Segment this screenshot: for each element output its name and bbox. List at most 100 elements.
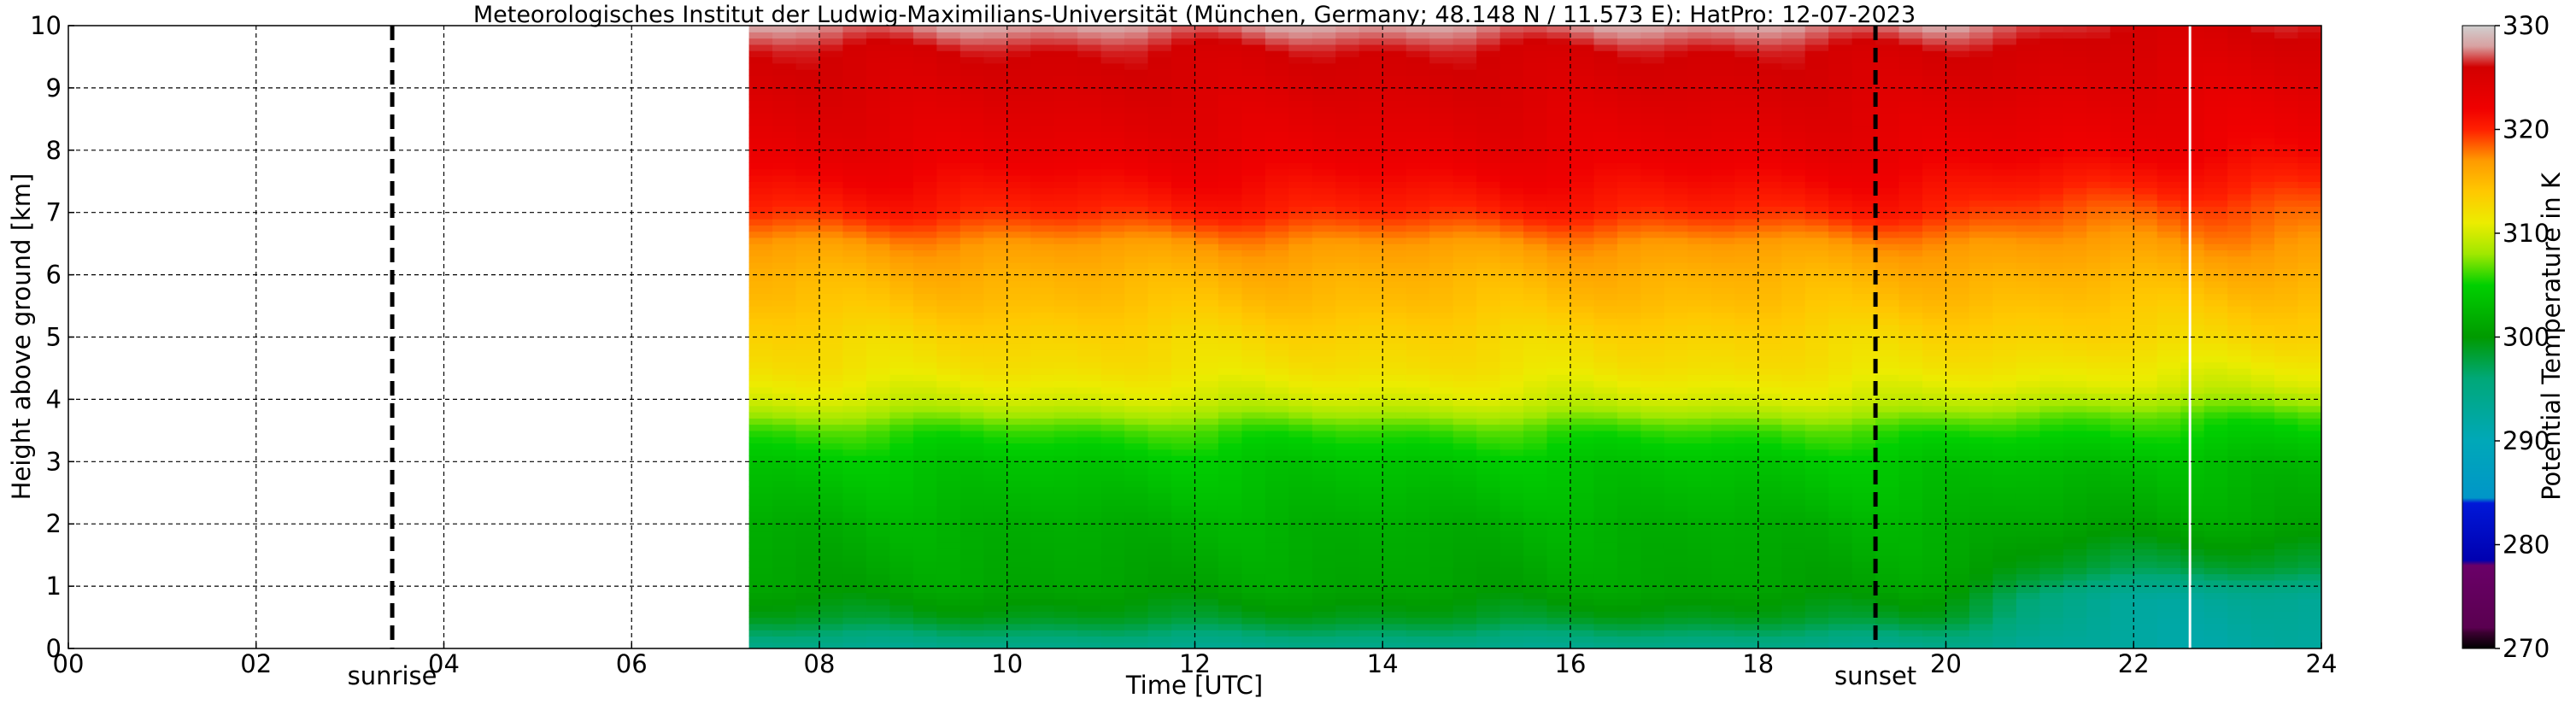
- heatmap-cell: [1405, 75, 1430, 83]
- heatmap-cell: [1476, 206, 1501, 214]
- heatmap-cell: [1781, 138, 1806, 145]
- heatmap-cell: [1288, 349, 1313, 356]
- heatmap-cell: [1593, 536, 1618, 543]
- heatmap-cell: [1476, 579, 1501, 587]
- heatmap-cell: [772, 168, 797, 176]
- heatmap-cell: [1288, 144, 1313, 151]
- heatmap-cell: [1546, 268, 1571, 276]
- heatmap-cell: [1147, 156, 1172, 163]
- heatmap-cell: [1640, 499, 1665, 506]
- heatmap-cell: [1687, 268, 1712, 276]
- heatmap-cell: [1828, 511, 1853, 519]
- heatmap-cell: [959, 100, 984, 108]
- heatmap-cell: [1617, 343, 1642, 350]
- heatmap-cell: [1523, 69, 1548, 76]
- heatmap-cell: [1687, 293, 1712, 301]
- heatmap-cell: [889, 554, 914, 562]
- heatmap-cell: [1617, 598, 1642, 606]
- heatmap-cell: [772, 287, 797, 295]
- heatmap-cell: [1030, 212, 1055, 220]
- heatmap-cell: [1335, 32, 1360, 39]
- heatmap-cell: [1077, 630, 1102, 637]
- heatmap-cell: [1006, 26, 1031, 32]
- heatmap-cell: [1640, 162, 1665, 170]
- heatmap-cell: [959, 536, 984, 543]
- heatmap-cell: [1006, 100, 1031, 108]
- heatmap-cell: [1053, 511, 1078, 519]
- heatmap-cell: [1358, 75, 1383, 83]
- heatmap-cell: [1804, 106, 1829, 114]
- heatmap-cell: [819, 187, 844, 195]
- heatmap-cell: [1429, 306, 1454, 313]
- heatmap-cell: [1382, 630, 1407, 637]
- heatmap-cell: [819, 125, 844, 132]
- heatmap-cell: [959, 181, 984, 189]
- heatmap-cell: [1311, 560, 1336, 568]
- heatmap-cell: [772, 50, 797, 58]
- heatmap-cell: [936, 218, 961, 226]
- heatmap-cell: [1710, 75, 1735, 83]
- heatmap-cell: [1265, 461, 1289, 469]
- heatmap-cell: [1476, 193, 1501, 201]
- heatmap-cell: [1851, 181, 1876, 189]
- heatmap-cell: [772, 32, 797, 39]
- heatmap-cell: [1452, 617, 1477, 625]
- heatmap-cell: [1898, 486, 1923, 494]
- heatmap-cell: [1875, 174, 1900, 182]
- heatmap-cell: [1640, 113, 1665, 120]
- heatmap-cell: [1640, 287, 1665, 295]
- heatmap-cell: [1851, 32, 1876, 39]
- heatmap-cell: [1523, 206, 1548, 214]
- heatmap-cell: [1828, 81, 1853, 89]
- heatmap-cell: [1640, 268, 1665, 276]
- heatmap-cell: [1147, 212, 1172, 220]
- heatmap-cell: [1030, 249, 1055, 257]
- heatmap-cell: [1617, 138, 1642, 145]
- heatmap-cell: [1570, 81, 1595, 89]
- heatmap-cell: [1452, 530, 1477, 537]
- heatmap-cell: [1288, 243, 1313, 251]
- heatmap-cell: [1546, 374, 1571, 382]
- heatmap-cell: [842, 62, 867, 70]
- heatmap-cell: [1077, 293, 1102, 301]
- heatmap-cell: [959, 473, 984, 481]
- heatmap-cell: [1757, 611, 1782, 619]
- heatmap-cell: [1875, 237, 1900, 244]
- heatmap-cell: [1687, 206, 1712, 214]
- heatmap-cell: [1664, 386, 1688, 394]
- heatmap-cell: [912, 231, 937, 238]
- heatmap-cell: [1218, 337, 1243, 344]
- heatmap-cell: [1546, 361, 1571, 369]
- heatmap-cell: [1664, 623, 1688, 631]
- heatmap-cell: [1687, 231, 1712, 238]
- heatmap-cell: [1617, 274, 1642, 282]
- heatmap-cell: [1311, 361, 1336, 369]
- heatmap-cell: [1452, 586, 1477, 593]
- heatmap-cell: [889, 287, 914, 295]
- heatmap-cell: [1523, 505, 1548, 513]
- heatmap-cell: [772, 418, 797, 425]
- heatmap-cell: [1077, 312, 1102, 320]
- heatmap-cell: [1311, 411, 1336, 419]
- heatmap-cell: [1593, 337, 1618, 344]
- heatmap-cell: [1523, 162, 1548, 170]
- heatmap-cell: [1499, 81, 1524, 89]
- heatmap-cell: [1804, 349, 1829, 356]
- heatmap-cell: [1898, 361, 1923, 369]
- heatmap-cell: [1452, 87, 1477, 95]
- heatmap-cell: [1757, 26, 1782, 32]
- heatmap-cell: [889, 567, 914, 575]
- heatmap-cell: [1546, 337, 1571, 344]
- heatmap-cell: [1875, 343, 1900, 350]
- heatmap-cell: [1405, 380, 1430, 388]
- heatmap-cell: [1734, 150, 1759, 157]
- heatmap-cell: [1006, 505, 1031, 513]
- heatmap-cell: [1335, 543, 1360, 549]
- heatmap-cell: [866, 554, 891, 562]
- heatmap-cell: [866, 386, 891, 394]
- heatmap-cell: [1030, 150, 1055, 157]
- heatmap-cell: [1077, 598, 1102, 606]
- heatmap-cell: [1687, 193, 1712, 201]
- heatmap-cell: [1241, 604, 1266, 612]
- heatmap-cell: [1523, 455, 1548, 462]
